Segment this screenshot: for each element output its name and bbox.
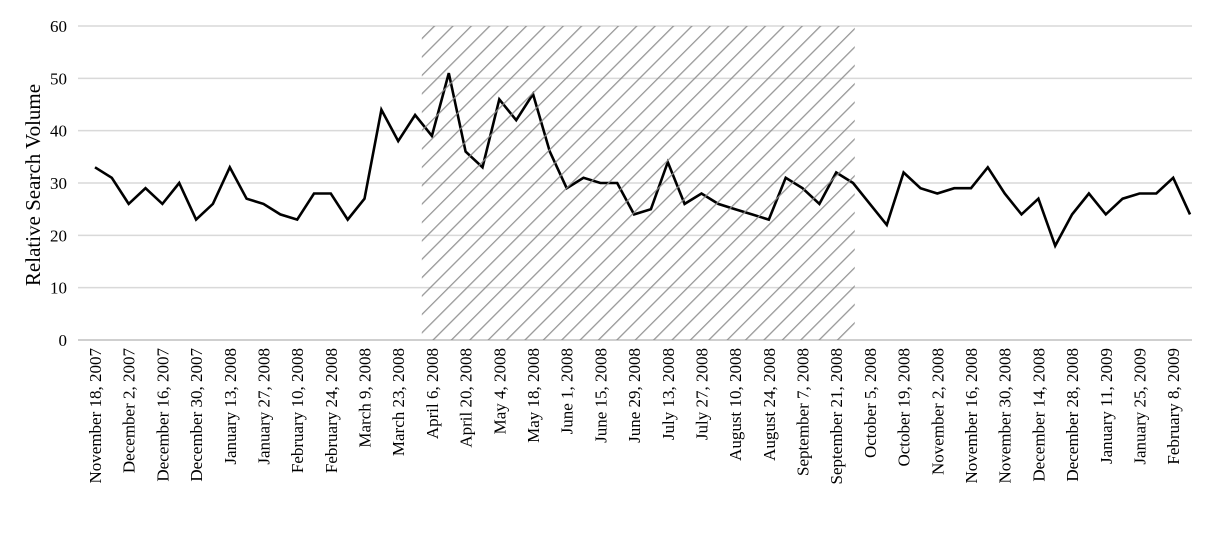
- x-tick-label: March 23, 2008: [389, 348, 408, 456]
- x-tick-label: November 18, 2007: [86, 348, 105, 484]
- shaded-period: [421, 26, 855, 340]
- x-tick-label: January 13, 2008: [221, 348, 240, 465]
- x-tick-label: July 27, 2008: [692, 348, 711, 440]
- x-tick-label: November 16, 2008: [962, 348, 981, 484]
- x-tick-label: June 29, 2008: [625, 348, 644, 443]
- data-points: [94, 73, 1191, 246]
- x-tick-label: February 24, 2008: [322, 348, 341, 473]
- x-axis-ticks: November 18, 2007 December 2, 2007 Decembe…: [86, 348, 1183, 485]
- y-tick-label: 10: [50, 279, 67, 298]
- x-tick-label: January 11, 2009: [1097, 348, 1116, 464]
- x-tick-label: December 16, 2007: [153, 348, 172, 482]
- x-tick-label: January 27, 2008: [254, 348, 273, 465]
- y-axis-label: Relative Search Volume: [21, 84, 45, 286]
- x-tick-label: November 2, 2008: [928, 348, 947, 475]
- y-tick-label: 0: [59, 331, 68, 350]
- x-tick-label: September 21, 2008: [827, 348, 846, 484]
- y-tick-label: 60: [50, 17, 67, 36]
- y-tick-label: 20: [50, 226, 67, 245]
- x-tick-label: June 15, 2008: [591, 348, 610, 443]
- x-tick-label: August 10, 2008: [726, 348, 745, 461]
- x-tick-label: July 13, 2008: [659, 348, 678, 440]
- x-tick-label: June 1, 2008: [558, 348, 577, 434]
- x-tick-label: February 10, 2008: [288, 348, 307, 473]
- x-tick-label: December 28, 2008: [1063, 348, 1082, 482]
- x-tick-label: March 9, 2008: [356, 348, 375, 448]
- x-tick-label: December 14, 2008: [1029, 348, 1048, 482]
- x-tick-label: October 5, 2008: [861, 348, 880, 458]
- x-tick-label: September 7, 2008: [794, 348, 813, 476]
- y-tick-label: 50: [50, 69, 67, 88]
- x-tick-label: May 4, 2008: [490, 348, 509, 434]
- x-tick-label: January 25, 2009: [1130, 348, 1149, 465]
- x-tick-label: December 30, 2007: [187, 348, 206, 482]
- y-axis-ticks: 0 10 20 30 40 50 60: [50, 17, 67, 350]
- y-tick-label: 30: [50, 174, 67, 193]
- x-tick-label: November 30, 2008: [996, 348, 1015, 484]
- x-tick-label: February 8, 2009: [1164, 348, 1183, 465]
- x-tick-label: December 2, 2007: [120, 348, 139, 474]
- y-tick-label: 40: [50, 122, 67, 141]
- x-tick-label: April 20, 2008: [457, 348, 476, 448]
- x-tick-label: October 19, 2008: [895, 348, 914, 467]
- x-tick-label: April 6, 2008: [423, 348, 442, 439]
- x-tick-label: August 24, 2008: [760, 348, 779, 461]
- x-tick-label: May 18, 2008: [524, 348, 543, 443]
